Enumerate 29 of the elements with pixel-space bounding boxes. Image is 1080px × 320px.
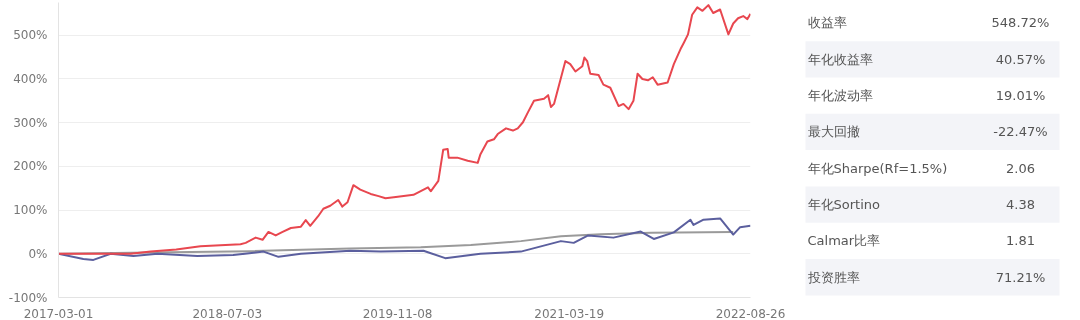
category-label: 年化收益率 (807, 51, 873, 67)
y-tick-label: -100% (8, 290, 48, 305)
category-label: 年化Sortino (807, 197, 880, 213)
text: 2.06 (1006, 160, 1035, 176)
x-tick-label: 2019-11-08 (362, 306, 433, 320)
text: -22.47% (993, 124, 1048, 140)
y-tick-label: 100% (13, 203, 48, 218)
category-label: 最大回撤 (807, 124, 860, 140)
category-label: 年化Sharpe(Rf=1.5%) (807, 160, 948, 176)
text: 1.81 (1006, 233, 1035, 249)
text: 548.72% (991, 15, 1050, 31)
y-tick-label: 300% (13, 115, 48, 130)
y-tick-label: 0% (28, 246, 48, 261)
category-label: 收益率 (807, 15, 847, 31)
text: 40.57% (995, 51, 1046, 67)
x-tick-label: 2018-07-03 (192, 306, 263, 320)
text: 19.01% (995, 88, 1046, 104)
x-tick-label: 2021-03-19 (534, 306, 605, 320)
y-tick-label: 200% (13, 159, 48, 174)
text: 4.38 (1006, 197, 1035, 213)
x-tick-label: 2017-03-01 (23, 306, 94, 320)
text: 71.21% (995, 269, 1046, 285)
line-series (58, 4, 751, 255)
y-tick-label: 500% (13, 28, 48, 43)
x-tick-label: 2022-08-26 (715, 306, 786, 320)
category-label: 投资胜率 (806, 269, 860, 285)
category-label: 年化波动率 (807, 88, 873, 104)
category-label: Calmar比率 (807, 233, 881, 249)
y-tick-label: 400% (13, 71, 48, 86)
